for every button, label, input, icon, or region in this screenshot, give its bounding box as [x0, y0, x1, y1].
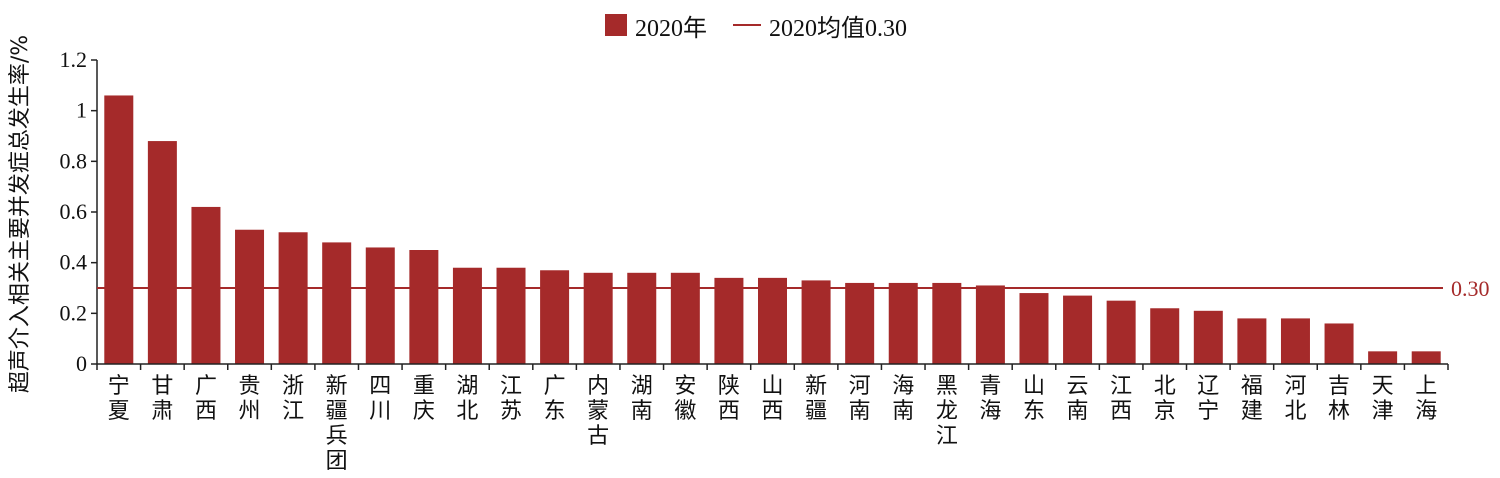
bar: [1150, 308, 1180, 364]
x-tick-label: 重庆: [413, 374, 435, 424]
legend-mean-line: [733, 24, 761, 26]
bar: [801, 280, 831, 364]
bar: [104, 95, 134, 364]
x-tick-label: 北京: [1154, 374, 1176, 424]
x-tick-label: 辽宁: [1197, 374, 1219, 424]
x-tick-label: 湖北: [456, 374, 478, 424]
bar: [540, 270, 570, 364]
y-tick-label: 0.6: [60, 199, 88, 224]
bar: [583, 272, 613, 364]
bar: [496, 267, 526, 364]
x-tick-label: 湖南: [631, 374, 653, 424]
bar: [365, 247, 395, 364]
x-tick-label: 甘肃: [151, 374, 173, 424]
y-tick-label: 1.2: [60, 47, 88, 72]
bar: [627, 272, 657, 364]
x-tick-label: 海南: [892, 374, 914, 424]
bar: [1368, 351, 1398, 364]
x-tick-label: 新疆: [805, 374, 827, 424]
bar-series: [104, 95, 1441, 364]
bar: [278, 232, 308, 364]
y-tick-label: 0.2: [60, 300, 88, 325]
bar: [758, 277, 787, 364]
x-tick-label: 福建: [1241, 374, 1263, 424]
bar: [147, 141, 177, 364]
x-tick-label: 内蒙古: [587, 374, 609, 449]
bar: [1063, 295, 1093, 364]
x-tick-label: 青海: [979, 374, 1001, 424]
x-tick-label: 黑龙江: [936, 374, 958, 449]
x-tick-label: 广西: [195, 374, 217, 424]
bar: [1019, 293, 1049, 364]
x-tick-label: 山东: [1023, 374, 1045, 424]
bar: [714, 277, 744, 364]
x-tick-label: 上海: [1415, 374, 1437, 424]
axes: 0 0.2 0.4 0.6 0.8 1 1.2 宁夏甘肃广西贵州浙江新疆兵团四川重庆湖北江苏广…: [60, 47, 1449, 474]
x-tick-label: 宁夏: [108, 374, 130, 424]
x-tick-label: 四川: [369, 374, 391, 424]
x-tick-label: 河北: [1284, 374, 1306, 424]
x-tick-label: 安徽: [674, 374, 696, 424]
y-tick-label: 1: [76, 98, 87, 123]
bar: [1411, 351, 1441, 364]
bar: [975, 285, 1005, 364]
x-tick-label: 浙江: [282, 374, 304, 424]
legend-mean-label: 2020均值0.30: [769, 15, 907, 42]
bar: [888, 282, 918, 364]
x-tick-label: 贵州: [239, 374, 261, 424]
y-tick-label: 0: [76, 351, 87, 376]
x-tick-label: 江西: [1110, 374, 1132, 424]
legend-bar-swatch: [605, 14, 627, 36]
x-tick-label: 陕西: [718, 374, 740, 424]
bar: [409, 250, 439, 364]
bar: [1280, 318, 1310, 364]
x-tick-label: 新疆兵团: [326, 374, 348, 474]
y-tick-label: 0.4: [60, 250, 88, 275]
bar: [1324, 323, 1354, 364]
y-tick-label: 0.8: [60, 148, 88, 173]
legend-series-label: 2020年: [635, 15, 707, 42]
legend: 2020年 2020均值0.30: [605, 8, 907, 42]
bar: [1193, 310, 1223, 364]
x-tick-label: 江苏: [500, 374, 522, 424]
x-tick-label: 云南: [1067, 374, 1089, 424]
bar: [932, 282, 962, 364]
x-tick-label: 广东: [544, 374, 566, 424]
x-tick-label: 山西: [761, 374, 783, 424]
x-tick-label: 天津: [1372, 374, 1394, 424]
bar: [235, 229, 265, 364]
bar: [1237, 318, 1267, 364]
y-axis-title: 超声介入相关主要并发症总发生率/%: [8, 34, 33, 394]
mean-reference-line: 0.30: [97, 276, 1490, 301]
bar: [1106, 300, 1136, 364]
mean-line-label: 0.30: [1451, 276, 1490, 301]
bar: [452, 267, 482, 364]
bar: [191, 206, 221, 364]
bar: [845, 282, 875, 364]
bar: [322, 242, 352, 364]
x-tick-label: 河南: [849, 374, 871, 424]
x-tick-label: 吉林: [1328, 374, 1350, 424]
bar: [670, 272, 700, 364]
